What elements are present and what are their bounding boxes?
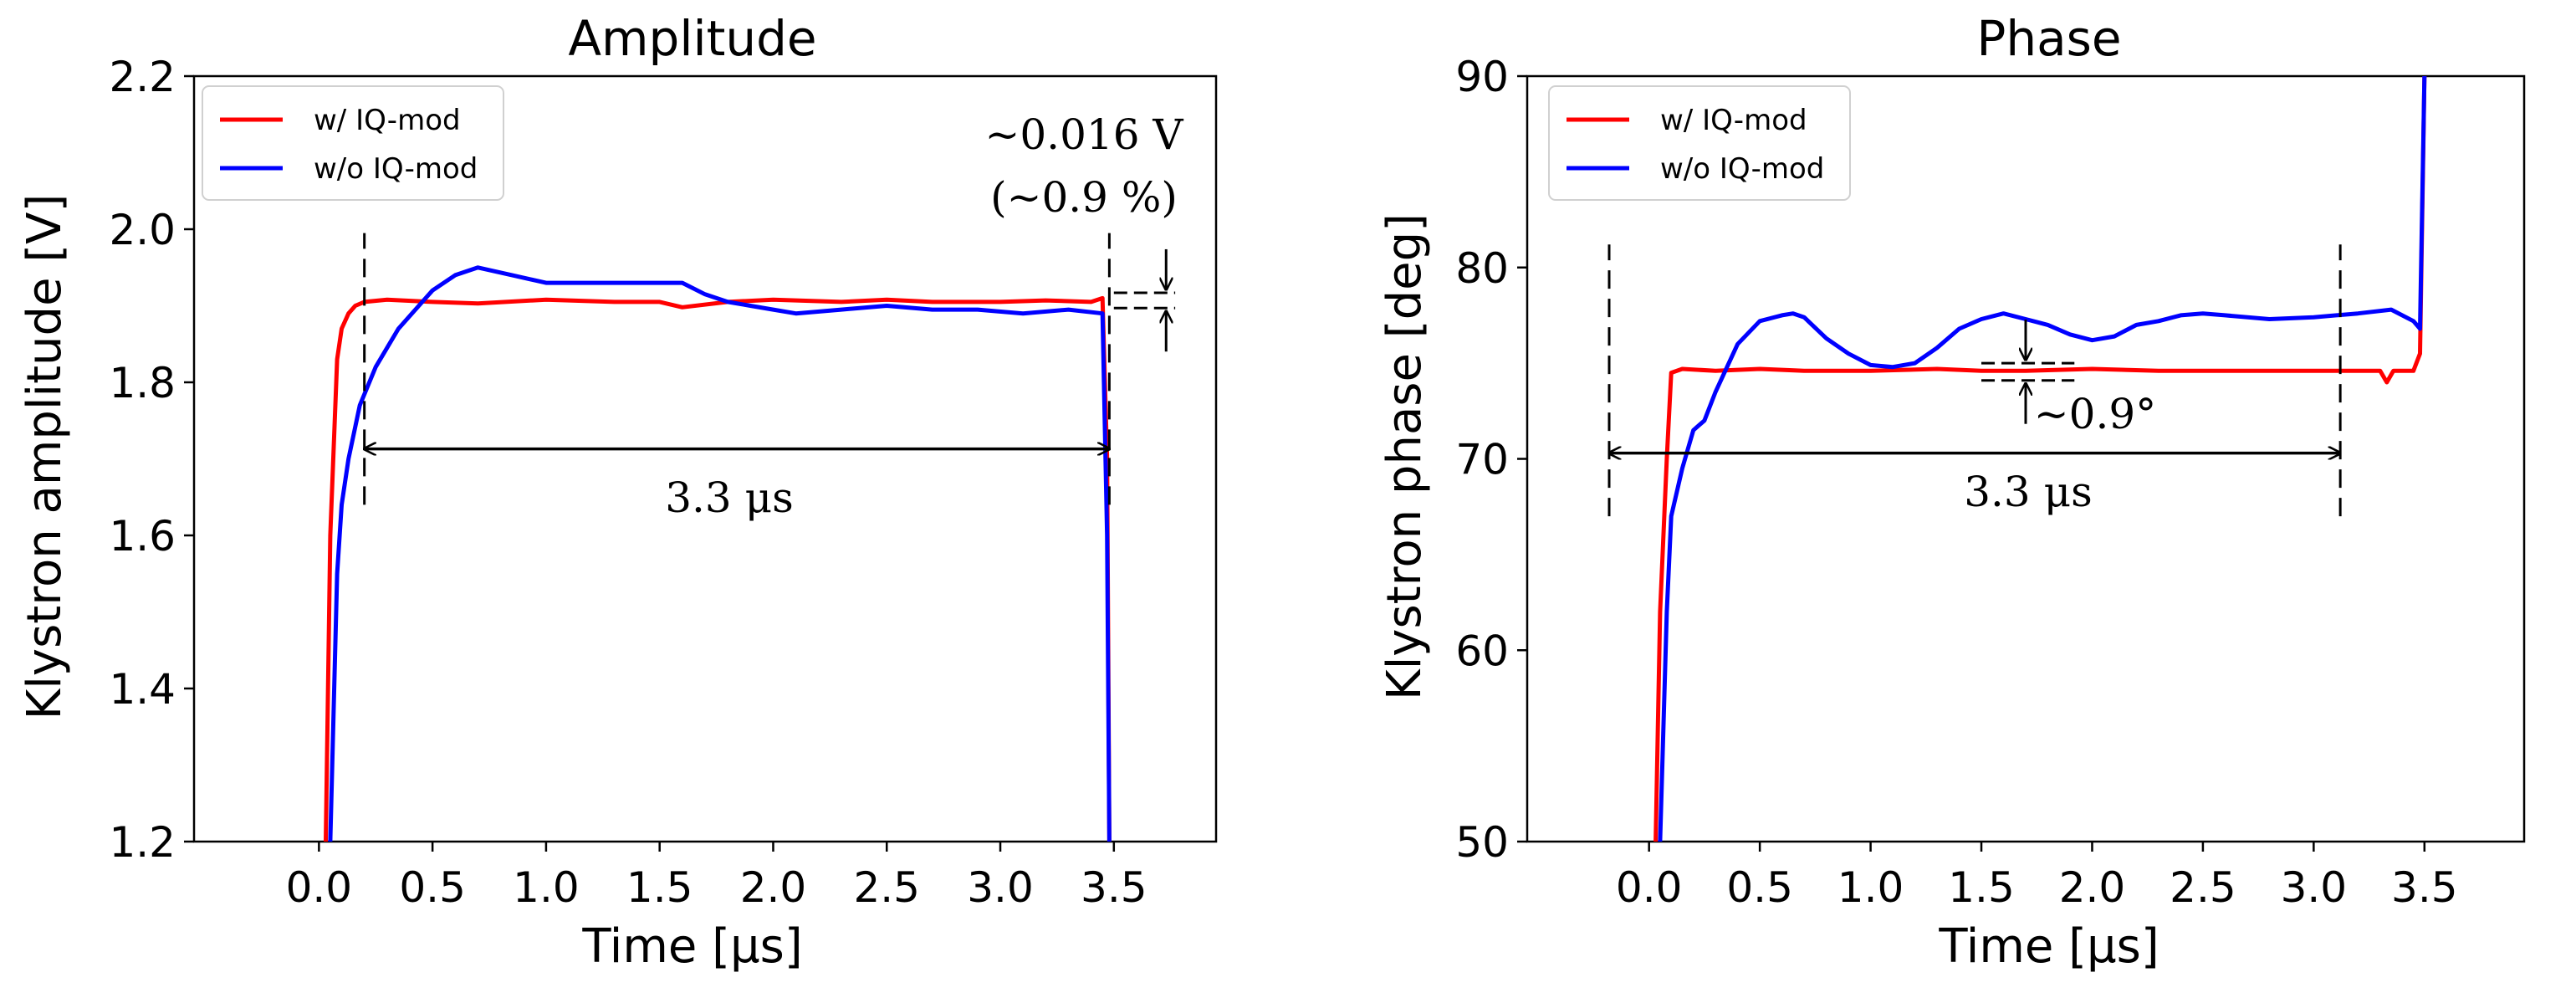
phase-chart-title: Phase xyxy=(1976,10,2121,67)
phase-ticks: 0.0 0.5 1.0 1.5 2.0 2.5 3.0 3.5 50 60 70 80 90 xyxy=(1455,53,2526,912)
amplitude-annotations: 3.3 μs ~0.016 V (~0.9 %) xyxy=(365,110,1183,522)
phase-x-tick-label: 3.5 xyxy=(2391,863,2458,912)
amplitude-legend-box xyxy=(202,85,504,201)
phase-series-with-iq-line xyxy=(1653,76,2427,842)
amplitude-plot-area xyxy=(324,265,1112,842)
amplitude-ripple-percent-label: (~0.9 %) xyxy=(990,173,1178,222)
amplitude-y-tick-label: 2.0 xyxy=(109,206,176,254)
phase-plot-area xyxy=(1653,76,2427,842)
amplitude-y-tick-label: 1.6 xyxy=(109,512,176,560)
phase-legend-label-without-iq: w/o IQ-mod xyxy=(1660,152,1824,186)
amplitude-x-axis-label: Time [μs] xyxy=(581,919,802,974)
phase-legend-label-with-iq: w/ IQ-mod xyxy=(1660,104,1807,137)
phase-x-tick-label: 2.0 xyxy=(2059,863,2126,912)
amplitude-series-group xyxy=(324,265,1112,842)
amplitude-x-tick-label: 1.0 xyxy=(513,863,580,912)
phase-x-axis-label: Time [μs] xyxy=(1938,919,2159,974)
amplitude-chart-title: Amplitude xyxy=(568,10,816,67)
amplitude-ticks: 0.0 0.5 1.0 1.5 2.0 2.5 3.0 3.5 1.2 1.4 1.6 1.8 2.0 2… xyxy=(109,53,1218,912)
phase-legend-box xyxy=(1548,85,1851,201)
phase-x-tick-label: 1.5 xyxy=(1948,863,2015,912)
phase-ripple-label: ~0.9° xyxy=(2034,390,2156,438)
amplitude-legend: w/ IQ-mod w/o IQ-mod xyxy=(202,85,504,201)
amplitude-legend-label-without-iq: w/o IQ-mod xyxy=(314,152,478,186)
amplitude-x-tick-label: 0.5 xyxy=(399,863,466,912)
amplitude-series-without-iq-line xyxy=(328,265,1112,842)
amplitude-y-axis-label: Klystron amplitude [V] xyxy=(18,194,72,720)
amplitude-x-tick-label: 3.0 xyxy=(967,863,1034,912)
amplitude-duration-label: 3.3 μs xyxy=(665,473,794,522)
amplitude-x-tick-label: 0.0 xyxy=(286,863,353,912)
amplitude-y-tick-label: 1.2 xyxy=(109,818,176,867)
amplitude-y-tick-label: 2.2 xyxy=(109,53,176,101)
phase-x-tick-label: 3.0 xyxy=(2281,863,2348,912)
amplitude-ripple-value-label: ~0.016 V xyxy=(984,110,1183,159)
amplitude-legend-label-with-iq: w/ IQ-mod xyxy=(314,104,461,137)
phase-y-tick-label: 80 xyxy=(1455,244,1509,293)
phase-x-tick-label: 0.5 xyxy=(1726,863,1793,912)
phase-x-tick-label: 0.0 xyxy=(1616,863,1683,912)
amplitude-y-tick-label: 1.8 xyxy=(109,359,176,407)
phase-duration-label: 3.3 μs xyxy=(1964,468,2093,516)
phase-series-group xyxy=(1653,76,2427,842)
phase-annotations: 3.3 μs ~0.9° xyxy=(1609,244,2340,517)
amplitude-y-tick-label: 1.4 xyxy=(109,665,176,714)
phase-y-tick-label: 90 xyxy=(1455,53,1509,101)
phase-series-without-iq-line xyxy=(1658,76,2427,842)
phase-y-tick-label: 70 xyxy=(1455,436,1509,484)
amplitude-axes-frame xyxy=(192,74,1218,843)
amplitude-x-tick-label: 1.5 xyxy=(626,863,693,912)
phase-chart: Phase Klystron phase [deg] Time [μs] 0.0… xyxy=(1377,10,2526,974)
amplitude-x-tick-label: 2.0 xyxy=(740,863,807,912)
phase-x-tick-label: 2.5 xyxy=(2170,863,2236,912)
phase-y-tick-label: 60 xyxy=(1455,627,1509,675)
phase-x-tick-label: 1.0 xyxy=(1837,863,1904,912)
phase-y-axis-label: Klystron phase [deg] xyxy=(1377,213,1432,700)
phase-legend: w/ IQ-mod w/o IQ-mod xyxy=(1548,85,1851,201)
amplitude-series-with-iq-line xyxy=(324,295,1112,842)
amplitude-x-tick-label: 2.5 xyxy=(853,863,920,912)
amplitude-x-tick-label: 3.5 xyxy=(1081,863,1147,912)
amplitude-chart: Amplitude Klystron amplitude [V] Time [μ… xyxy=(18,10,1218,974)
phase-y-tick-label: 50 xyxy=(1455,818,1509,867)
